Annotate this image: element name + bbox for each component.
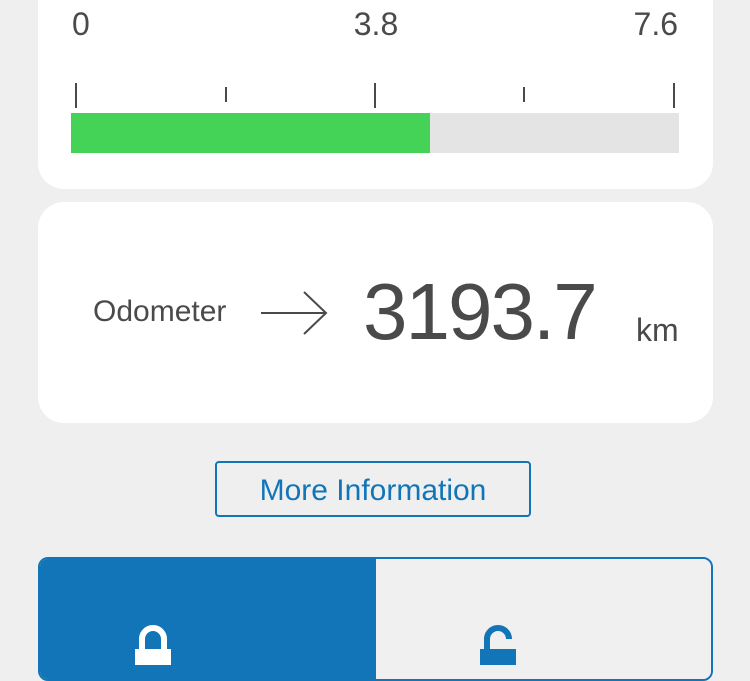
lock-segmented-control <box>38 557 713 681</box>
lock-icon <box>135 625 171 665</box>
gauge-tick-minor <box>523 87 525 102</box>
gauge-max-label: 7.6 <box>633 6 678 42</box>
odometer-value: 3193.7 <box>363 267 598 356</box>
gauge-mid-label: 3.8 <box>353 6 399 42</box>
lock-segment[interactable] <box>40 559 376 679</box>
odometer-card: Odometer 3193.7 km <box>38 202 713 423</box>
gauge-min-label: 0 <box>72 6 90 42</box>
gauge-tick-minor <box>225 87 227 102</box>
gauge-bar-track <box>71 113 679 153</box>
more-information-button[interactable]: More Information <box>215 461 531 517</box>
odometer-unit: km <box>636 312 679 348</box>
unlock-segment[interactable] <box>375 559 711 679</box>
odometer-label: Odometer <box>93 295 227 328</box>
gauge-tick-major <box>75 83 77 108</box>
arrow-right-icon <box>261 291 328 335</box>
gauge-tick-major <box>374 83 376 108</box>
gauge-tick-major <box>673 83 675 108</box>
unlock-icon <box>479 625 516 665</box>
gauge-card: 0 3.8 7.6 <box>38 0 713 189</box>
gauge-bar-fill <box>71 113 430 153</box>
